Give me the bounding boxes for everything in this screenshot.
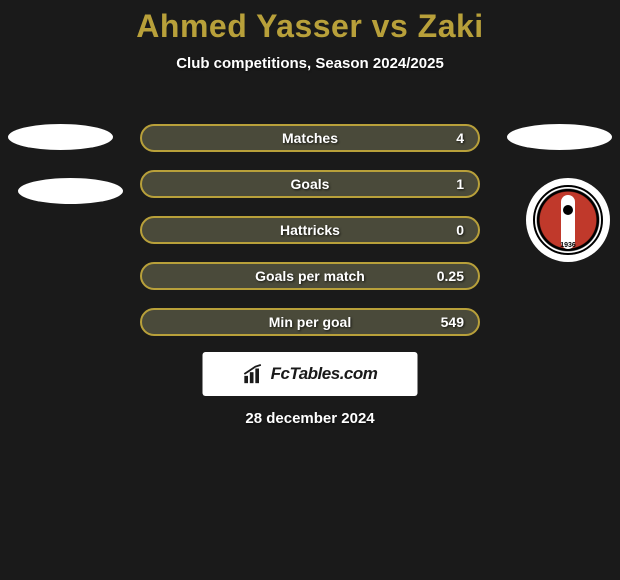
bar-chart-icon [243, 363, 265, 385]
page-title: Ahmed Yasser vs Zaki [0, 0, 620, 45]
stat-value-right: 0.25 [437, 268, 464, 284]
player2-marker-top [507, 124, 612, 150]
player1-marker-mid [18, 178, 123, 204]
subtitle: Club competitions, Season 2024/2025 [0, 55, 620, 72]
stat-label: Goals [291, 176, 330, 192]
date-text: 28 december 2024 [245, 410, 374, 427]
stat-row-hattricks: Hattricks 0 [140, 216, 480, 244]
player1-marker-top [8, 124, 113, 150]
stat-value-right: 549 [441, 314, 464, 330]
logo-text: FcTables.com [271, 364, 378, 384]
badge-dot [563, 205, 573, 215]
stat-value-right: 0 [456, 222, 464, 238]
stat-row-matches: Matches 4 [140, 124, 480, 152]
club-badge-inner: 1936 [533, 185, 603, 255]
badge-stripe [561, 195, 575, 249]
stat-label: Hattricks [280, 222, 340, 238]
club-badge: 1936 [526, 178, 610, 262]
stat-label: Min per goal [269, 314, 351, 330]
stat-value-right: 1 [456, 176, 464, 192]
stat-row-goals: Goals 1 [140, 170, 480, 198]
stat-value-right: 4 [456, 130, 464, 146]
fctables-logo-link[interactable]: FcTables.com [203, 352, 418, 396]
stat-label: Goals per match [255, 268, 365, 284]
badge-year: 1936 [560, 242, 576, 249]
stats-container: Matches 4 Goals 1 Hattricks 0 Goals per … [140, 124, 480, 354]
stat-row-mpg: Min per goal 549 [140, 308, 480, 336]
stat-label: Matches [282, 130, 338, 146]
stat-row-gpm: Goals per match 0.25 [140, 262, 480, 290]
